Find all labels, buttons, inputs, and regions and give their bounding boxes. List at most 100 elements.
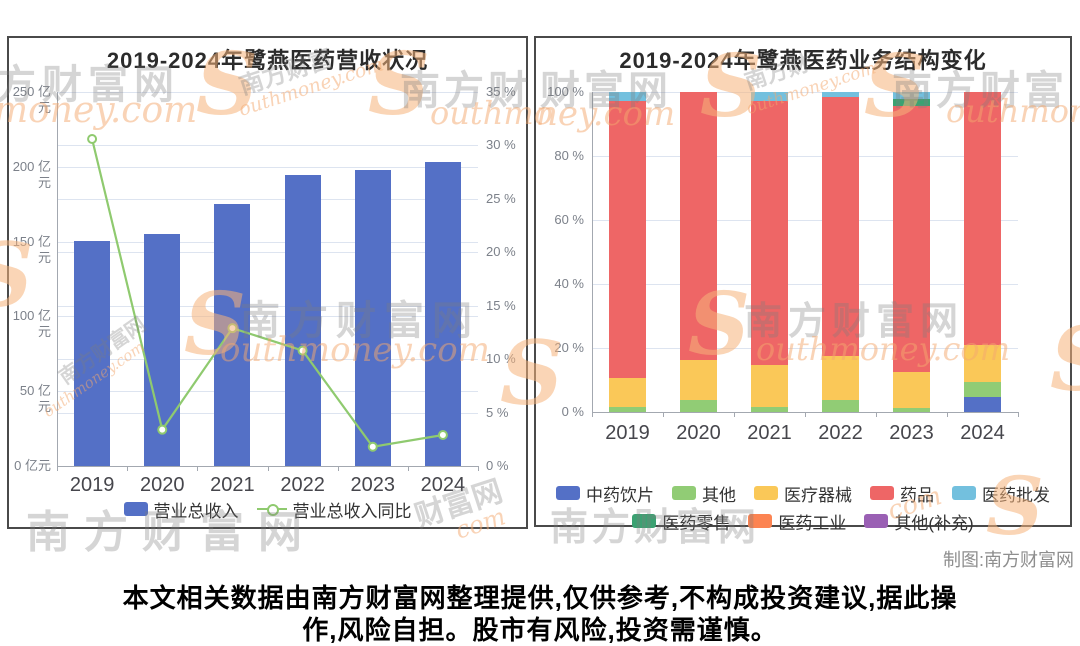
stack-segment-2022-医药批发[interactable] (822, 92, 859, 98)
stack-segment-2021-医药批发[interactable] (751, 92, 788, 102)
legend-item-医药零售[interactable]: 医药零售 (632, 509, 730, 534)
stack-segment-2019-医药批发[interactable] (609, 92, 646, 101)
gridline (57, 198, 478, 200)
legend-label: 医药工业 (778, 513, 847, 533)
stack-segment-2019-其他[interactable] (609, 406, 646, 412)
y-axis-label-right: 35 % (486, 84, 516, 99)
y-axis-label-right: 0 % (486, 458, 509, 473)
bar-2020[interactable] (144, 233, 181, 466)
x-axis-label-2023: 2023 (889, 422, 934, 444)
x-axis-tick (734, 412, 735, 417)
x-axis-tick (57, 466, 58, 471)
legend-swatch-icon (632, 514, 657, 528)
x-axis-tick (663, 412, 664, 417)
legend-item-营业总收入同比[interactable]: 营业总收入同比 (256, 497, 412, 522)
stack-segment-2021-药品[interactable] (751, 101, 788, 365)
x-axis-tick (127, 466, 129, 471)
growth-point-2019[interactable] (87, 134, 98, 145)
gridline (57, 92, 478, 93)
y-axis-label: 80 % (554, 148, 584, 163)
legend-label: 医疗器械 (784, 485, 852, 505)
gridline (592, 92, 1018, 93)
legend-label: 药品 (900, 485, 934, 505)
bar-2021[interactable] (214, 203, 251, 466)
x-axis-label-2020: 2020 (140, 474, 185, 496)
revenue-chart-title: 2019-2024年鹭燕医药营收状况 (106, 48, 429, 73)
stack-segment-2021-其他[interactable] (751, 407, 788, 412)
x-axis-tick (947, 412, 948, 417)
legend-item-其他[interactable]: 其他 (672, 481, 736, 506)
stack-segment-2022-药品[interactable] (822, 97, 859, 356)
y-axis-label-left: 100 亿元 (12, 308, 51, 340)
stack-segment-2021-医疗器械[interactable] (751, 364, 788, 408)
legend-label: 医药批发 (982, 485, 1050, 505)
legend-swatch-icon (556, 486, 580, 500)
y-axis-label-right: 25 % (486, 190, 516, 206)
stack-segment-2020-医疗器械[interactable] (680, 360, 717, 400)
stack-segment-2022-医疗器械[interactable] (822, 355, 859, 400)
legend-item-其他(补充)[interactable]: 其他(补充) (864, 509, 974, 534)
x-axis-label-2024: 2024 (420, 474, 466, 496)
y-axis-label: 0 % (561, 404, 584, 419)
y-axis-label-right: 15 % (486, 297, 516, 313)
y-axis-label-left: 150 亿元 (12, 233, 51, 265)
x-axis-label-2023: 2023 (350, 474, 396, 496)
structure-chart-title: 2019-2024年鹭燕医药业务结构变化 (619, 48, 987, 73)
legend-label: 医药零售 (662, 513, 731, 533)
y-axis-label-left: 0 亿元 (14, 458, 51, 473)
stack-segment-2023-医疗器械[interactable] (893, 371, 930, 409)
stack-segment-2024-医疗器械[interactable] (964, 344, 1001, 382)
legend-swatch-icon (754, 486, 778, 500)
legend-line-circle (266, 504, 279, 516)
y-axis-line (57, 92, 58, 466)
legend-label: 其他 (702, 485, 736, 505)
stack-segment-2024-药品[interactable] (964, 92, 1001, 345)
legend-item-医疗器械[interactable]: 医疗器械 (754, 481, 852, 506)
legend-item-药品[interactable]: 药品 (870, 481, 934, 506)
legend-item-医药批发[interactable]: 医药批发 (952, 481, 1050, 506)
bar-2019[interactable] (74, 241, 111, 466)
stack-segment-2019-药品[interactable] (609, 100, 646, 378)
legend-item-医药工业[interactable]: 医药工业 (748, 509, 846, 534)
gridline (57, 412, 478, 414)
bar-2022[interactable] (284, 175, 321, 466)
structure-chart-panel: 2019-2024年鹭燕医药业务结构变化 0 % 20 % 40 % 60 % 80 %… (534, 36, 1072, 533)
legend-item-中药饮片[interactable]: 中药饮片 (556, 481, 654, 506)
legend-label: 其他(补充) (894, 513, 974, 533)
legend-label: 营业总收入同比 (292, 501, 412, 521)
stack-segment-2024-其他[interactable] (964, 381, 1001, 398)
bar-2023[interactable] (354, 170, 391, 466)
bar-2024[interactable] (424, 161, 461, 466)
y-axis-label-right: 20 % (486, 244, 516, 260)
stack-segment-2020-其他[interactable] (680, 399, 717, 412)
x-axis-tick (1018, 412, 1019, 417)
stack-segment-2023-药品[interactable] (893, 105, 930, 372)
gridline (57, 359, 478, 361)
stack-segment-2022-其他[interactable] (822, 399, 859, 412)
gridline (57, 252, 478, 254)
legend-swatch-icon (672, 486, 696, 500)
legend-item-营业总收入[interactable]: 营业总收入 (123, 497, 239, 522)
legend-line-marker-icon (256, 502, 287, 516)
x-axis-label-2022: 2022 (280, 474, 325, 496)
stack-segment-2023-医药批发[interactable] (893, 92, 930, 100)
legend-swatch-icon (123, 502, 148, 516)
y-axis-label-left: 250 亿元 (12, 84, 51, 115)
stack-segment-2019-医疗器械[interactable] (609, 377, 646, 407)
x-axis-tick (197, 466, 199, 471)
stack-segment-2020-药品[interactable] (680, 92, 717, 361)
x-axis-tick (337, 466, 339, 471)
structure-legend-row-1: 中药饮片 其他 医疗器械 药品 医药批发 (536, 480, 1070, 506)
gridline (57, 305, 478, 307)
x-axis-label-2020: 2020 (676, 422, 721, 444)
gridline (592, 220, 1018, 221)
disclaimer-line-2: 作,风险自担。股市有风险,投资需谨慎。 (302, 615, 778, 645)
stack-segment-2023-医药零售[interactable] (893, 99, 930, 106)
stack-segment-2023-其他[interactable] (893, 408, 930, 412)
x-axis-label-2024: 2024 (960, 422, 1005, 444)
stack-segment-2024-中药饮片[interactable] (964, 397, 1001, 412)
revenue-plot: 0 亿元 50 亿元 100 亿元 150 亿元 200 亿元 250 亿元 0 % 5 % 1… (9, 38, 526, 527)
x-axis-label-2022: 2022 (818, 422, 863, 444)
y-axis-label: 100 % (547, 84, 584, 99)
